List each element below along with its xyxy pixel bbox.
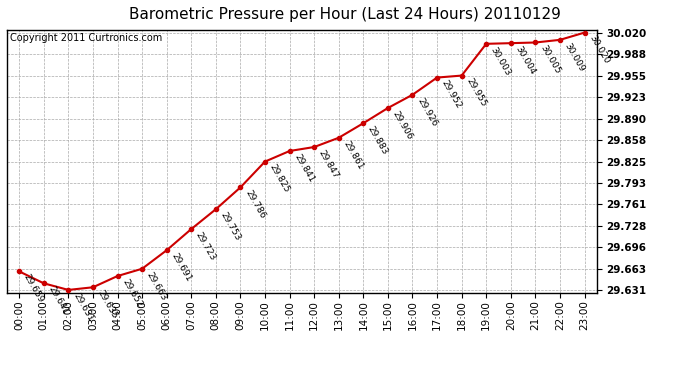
Text: 29.723: 29.723	[194, 231, 217, 262]
Text: 29.841: 29.841	[293, 152, 316, 184]
Text: 29.906: 29.906	[391, 110, 414, 141]
Text: 29.825: 29.825	[268, 163, 291, 195]
Text: 29.659: 29.659	[22, 273, 46, 304]
Text: 29.652: 29.652	[120, 278, 144, 309]
Text: 29.663: 29.663	[145, 270, 168, 302]
Text: 29.631: 29.631	[71, 291, 95, 323]
Text: 29.952: 29.952	[440, 79, 463, 111]
Text: 30.005: 30.005	[538, 44, 562, 76]
Text: 29.691: 29.691	[170, 252, 193, 284]
Text: 29.847: 29.847	[317, 148, 340, 180]
Text: 30.003: 30.003	[489, 45, 513, 77]
Text: 29.635: 29.635	[96, 289, 119, 321]
Text: 29.786: 29.786	[243, 189, 267, 220]
Text: 29.926: 29.926	[415, 96, 439, 128]
Text: Copyright 2011 Curtronics.com: Copyright 2011 Curtronics.com	[10, 33, 162, 43]
Text: 30.009: 30.009	[563, 41, 586, 73]
Text: 30.020: 30.020	[587, 34, 611, 66]
Text: 29.955: 29.955	[464, 77, 488, 109]
Text: 29.861: 29.861	[342, 139, 365, 171]
Text: 29.753: 29.753	[219, 211, 242, 242]
Text: 30.004: 30.004	[513, 45, 537, 76]
Text: 29.883: 29.883	[366, 124, 390, 156]
Text: 29.641: 29.641	[46, 285, 70, 316]
Text: Barometric Pressure per Hour (Last 24 Hours) 20110129: Barometric Pressure per Hour (Last 24 Ho…	[129, 8, 561, 22]
